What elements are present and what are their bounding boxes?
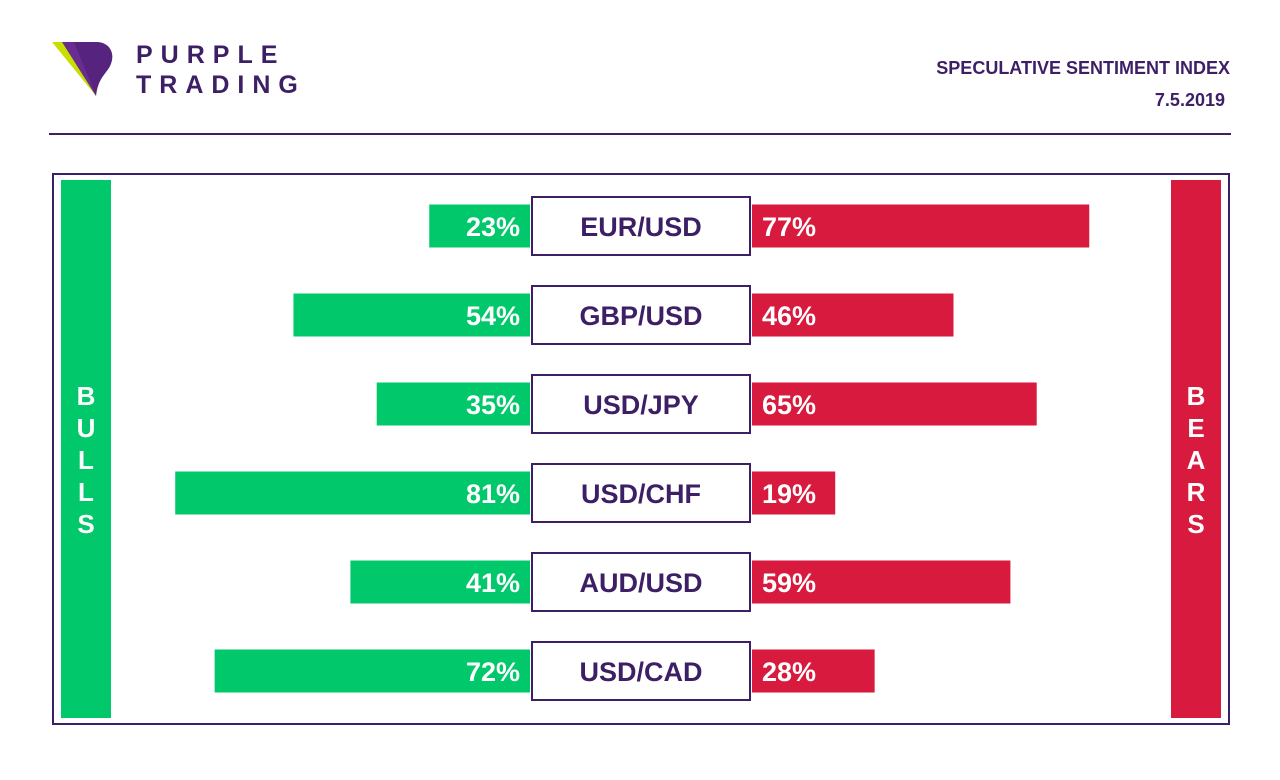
bull-value-label: 23% <box>466 212 520 242</box>
pair-label: USD/CHF <box>581 479 701 509</box>
pair-box <box>531 552 751 612</box>
bear-bar <box>752 204 1090 248</box>
pair-label: AUD/USD <box>579 568 702 598</box>
pair-box <box>531 285 751 345</box>
bear-bar <box>752 471 836 515</box>
pair-box <box>531 641 751 701</box>
bear-value-label: 28% <box>762 657 816 687</box>
bears-letter: R <box>1186 477 1206 507</box>
pair-box <box>531 463 751 523</box>
pair-label: EUR/USD <box>580 212 702 242</box>
pair-box <box>531 196 751 256</box>
bears-letter: A <box>1186 445 1206 475</box>
bull-bar <box>429 204 530 248</box>
header: PURPLE TRADING SPECULATIVE SENTIMENT IND… <box>0 0 1280 140</box>
chart-panel <box>52 173 1230 725</box>
bears-letter: B <box>1186 381 1206 411</box>
bulls-letter: S <box>77 509 95 539</box>
bull-value-label: 54% <box>466 301 520 331</box>
bears-letter: S <box>1187 509 1205 539</box>
bull-value-label: 72% <box>466 657 520 687</box>
brand-line-1: PURPLE <box>136 41 286 69</box>
bull-bar <box>350 560 530 604</box>
pair-label: USD/CAD <box>579 657 702 687</box>
bull-bar <box>175 471 530 515</box>
bulls-letter: L <box>78 445 94 475</box>
bear-bar <box>752 649 875 693</box>
date-label: 7.5.2019 <box>1154 90 1225 110</box>
page-title: SPECULATIVE SENTIMENT INDEX <box>936 58 1230 78</box>
bear-value-label: 19% <box>762 479 816 509</box>
bear-value-label: 65% <box>762 390 816 420</box>
brand-logo-text: PURPLE TRADING <box>136 40 306 100</box>
bull-value-label: 81% <box>466 479 520 509</box>
bull-bar <box>214 649 530 693</box>
bull-value-label: 41% <box>466 568 520 598</box>
pair-label: GBP/USD <box>579 301 702 331</box>
pair-box <box>531 374 751 434</box>
bulls-letter: B <box>76 381 96 411</box>
bull-bar <box>293 293 530 337</box>
bulls-letter: U <box>76 413 96 443</box>
purple-trading-logo-icon <box>52 42 113 96</box>
pair-label: USD/JPY <box>583 390 699 420</box>
bear-value-label: 77% <box>762 212 816 242</box>
bear-bar <box>752 560 1011 604</box>
bulls-letter: L <box>78 477 94 507</box>
bear-value-label: 59% <box>762 568 816 598</box>
header-divider <box>49 133 1231 135</box>
bull-bar <box>376 382 530 426</box>
bear-value-label: 46% <box>762 301 816 331</box>
bear-bar <box>752 382 1037 426</box>
bears-letter: E <box>1187 413 1205 443</box>
bull-value-label: 35% <box>466 390 520 420</box>
brand-line-2: TRADING <box>136 71 306 99</box>
bear-bar <box>752 293 954 337</box>
